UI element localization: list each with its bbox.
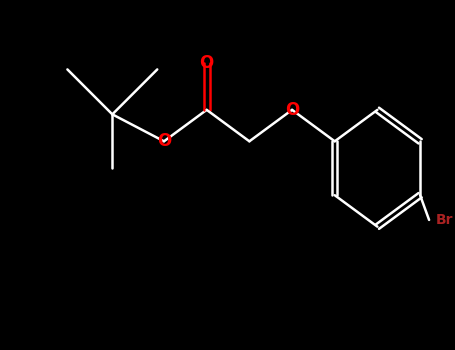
Text: O: O <box>285 101 299 119</box>
Text: Br: Br <box>436 213 453 227</box>
Text: O: O <box>157 132 171 150</box>
Text: O: O <box>200 54 214 72</box>
